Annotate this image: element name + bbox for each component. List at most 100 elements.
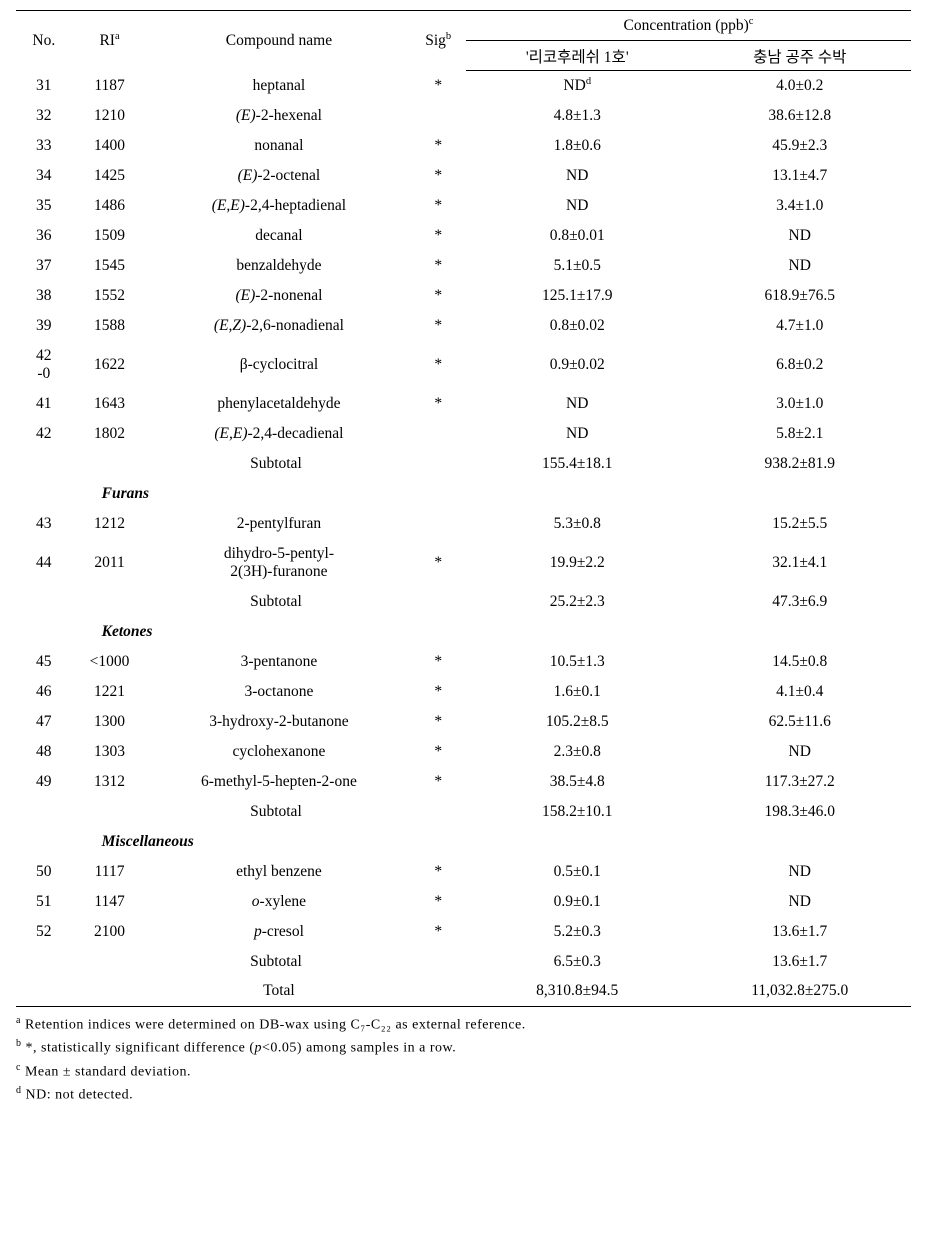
cell-compound: (E)-2-hexenal: [147, 101, 410, 131]
cell-sig: *: [410, 281, 466, 311]
cell-compound: nonanal: [147, 131, 410, 161]
cell-no: 35: [16, 191, 72, 221]
group-ketones: Ketones: [16, 617, 911, 647]
cell-sig: *: [410, 707, 466, 737]
table-row: 42-01622β-cyclocitral*0.9±0.026.8±0.2: [16, 341, 911, 389]
cell-ri: 1147: [72, 887, 148, 917]
cell-v2: 62.5±11.6: [688, 707, 911, 737]
cell-ri: 1622: [72, 341, 148, 389]
cell-v2: 32.1±4.1: [688, 539, 911, 587]
cell-ri: <1000: [72, 647, 148, 677]
cell-no: 39: [16, 311, 72, 341]
subtotal-row: Subtotal 25.2±2.3 47.3±6.9: [16, 587, 911, 617]
cell-v2: 13.6±1.7: [688, 917, 911, 947]
cell-v1: 19.9±2.2: [466, 539, 688, 587]
group-misc: Miscellaneous: [16, 827, 911, 857]
cell-v1: 10.5±1.3: [466, 647, 688, 677]
total-row: Total 8,310.8±94.5 11,032.8±275.0: [16, 977, 911, 1007]
cell-compound: 3-pentanone: [147, 647, 410, 677]
cell-v1: NDd: [466, 71, 688, 101]
cell-v1: ND: [466, 389, 688, 419]
cell-sig: *: [410, 71, 466, 101]
table-row: 411643phenylacetaldehyde*ND3.0±1.0: [16, 389, 911, 419]
cell-no: 38: [16, 281, 72, 311]
cell-v2: 3.4±1.0: [688, 191, 911, 221]
cell-v2: 14.5±0.8: [688, 647, 911, 677]
table-row: 341425(E)-2-octenal*ND13.1±4.7: [16, 161, 911, 191]
cell-no: 31: [16, 71, 72, 101]
cell-sig: *: [410, 677, 466, 707]
cell-no: 32: [16, 101, 72, 131]
table-row: 522100p-cresol*5.2±0.313.6±1.7: [16, 917, 911, 947]
subtotal-v2: 198.3±46.0: [688, 797, 911, 827]
hdr-col1: '리코후레쉬 1호': [466, 41, 688, 71]
cell-no: 47: [16, 707, 72, 737]
cell-compound: ethyl benzene: [147, 857, 410, 887]
cell-sig: *: [410, 341, 466, 389]
subtotal-label: Subtotal: [147, 947, 410, 977]
cell-compound: cyclohexanone: [147, 737, 410, 767]
hdr-sig: Sigb: [410, 11, 466, 71]
cell-sig: *: [410, 887, 466, 917]
subtotal-v1: 158.2±10.1: [466, 797, 688, 827]
cell-v1: 5.3±0.8: [466, 509, 688, 539]
cell-v2: 4.0±0.2: [688, 71, 911, 101]
subtotal-label: Subtotal: [147, 797, 410, 827]
cell-compound: 3-octanone: [147, 677, 410, 707]
cell-sig: *: [410, 389, 466, 419]
table-row: 381552(E)-2-nonenal*125.1±17.9618.9±76.5: [16, 281, 911, 311]
cell-compound: phenylacetaldehyde: [147, 389, 410, 419]
cell-sig: *: [410, 857, 466, 887]
cell-v1: 4.8±1.3: [466, 101, 688, 131]
cell-no: 41: [16, 389, 72, 419]
table-row: 331400nonanal*1.8±0.645.9±2.3: [16, 131, 911, 161]
table-row: 501117ethyl benzene*0.5±0.1ND: [16, 857, 911, 887]
cell-compound: o-xylene: [147, 887, 410, 917]
footnotes: a Retention indices were determined on D…: [16, 1013, 911, 1106]
cell-compound: heptanal: [147, 71, 410, 101]
total-v2: 11,032.8±275.0: [688, 977, 911, 1007]
cell-compound: 6-methyl-5-hepten-2-one: [147, 767, 410, 797]
table-row: 351486(E,E)-2,4-heptadienal*ND3.4±1.0: [16, 191, 911, 221]
cell-ri: 1212: [72, 509, 148, 539]
subtotal-v1: 155.4±18.1: [466, 449, 688, 479]
hdr-no: No.: [16, 11, 72, 71]
subtotal-row: Subtotal 6.5±0.3 13.6±1.7: [16, 947, 911, 977]
cell-compound: benzaldehyde: [147, 251, 410, 281]
table-row: 4612213-octanone*1.6±0.14.1±0.4: [16, 677, 911, 707]
subtotal-v2: 13.6±1.7: [688, 947, 911, 977]
cell-ri: 1643: [72, 389, 148, 419]
subtotal-label: Subtotal: [147, 587, 410, 617]
cell-v2: 618.9±76.5: [688, 281, 911, 311]
cell-ri: 1303: [72, 737, 148, 767]
cell-no: 42-0: [16, 341, 72, 389]
cell-v2: 38.6±12.8: [688, 101, 911, 131]
table-row: 361509decanal*0.8±0.01ND: [16, 221, 911, 251]
cell-no: 42: [16, 419, 72, 449]
cell-sig: *: [410, 251, 466, 281]
cell-no: 36: [16, 221, 72, 251]
cell-v1: ND: [466, 419, 688, 449]
cell-no: 33: [16, 131, 72, 161]
cell-ri: 1210: [72, 101, 148, 131]
cell-ri: 1187: [72, 71, 148, 101]
subtotal-row: Subtotal 155.4±18.1 938.2±81.9: [16, 449, 911, 479]
cell-v2: ND: [688, 251, 911, 281]
cell-v1: ND: [466, 161, 688, 191]
cell-sig: *: [410, 311, 466, 341]
cell-v2: 45.9±2.3: [688, 131, 911, 161]
cell-compound: β-cyclocitral: [147, 341, 410, 389]
cell-v1: 0.8±0.02: [466, 311, 688, 341]
cell-compound: (E,E)-2,4-heptadienal: [147, 191, 410, 221]
footnote-c: c Mean ± standard deviation.: [16, 1060, 911, 1083]
cell-ri: 1221: [72, 677, 148, 707]
cell-sig: *: [410, 767, 466, 797]
table-row: 481303cyclohexanone*2.3±0.8ND: [16, 737, 911, 767]
cell-no: 50: [16, 857, 72, 887]
cell-no: 48: [16, 737, 72, 767]
cell-compound: dihydro-5-pentyl-2(3H)-furanone: [147, 539, 410, 587]
table-row: 4713003-hydroxy-2-butanone*105.2±8.562.5…: [16, 707, 911, 737]
cell-ri: 1552: [72, 281, 148, 311]
cell-ri: 1486: [72, 191, 148, 221]
table-row: 311187heptanal*NDd4.0±0.2: [16, 71, 911, 101]
